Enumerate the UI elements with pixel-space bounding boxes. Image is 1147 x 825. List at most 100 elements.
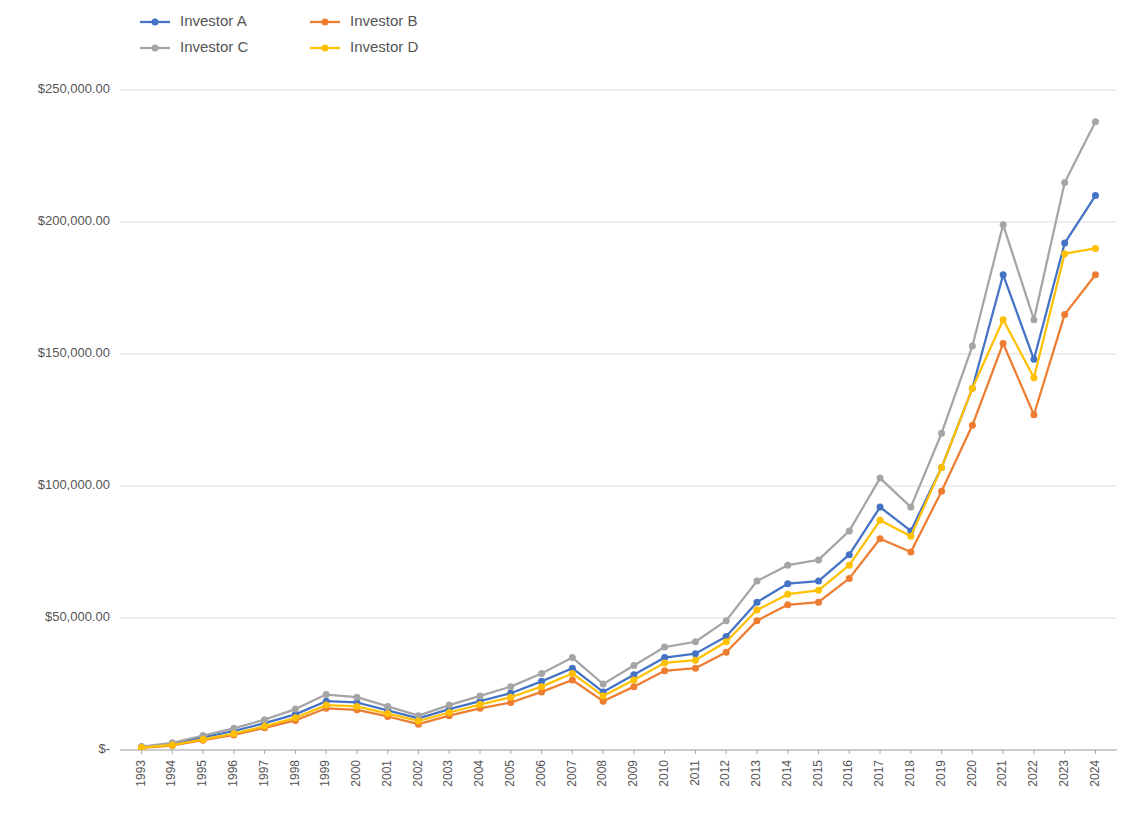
grid-line	[120, 222, 1117, 223]
chart: $-$50,000.00$100,000.00$150,000.00$200,0…	[0, 0, 1147, 825]
x-tick	[910, 750, 911, 754]
x-tick	[418, 750, 419, 754]
x-tick	[541, 750, 542, 754]
y-tick-label: $200,000.00	[38, 213, 110, 228]
x-tick-label: 2005	[503, 760, 517, 787]
legend-marker	[152, 19, 159, 26]
x-tick	[1033, 750, 1034, 754]
grid-line	[120, 750, 1117, 751]
series-marker	[753, 617, 760, 624]
series-marker	[415, 717, 422, 724]
series-marker	[292, 706, 299, 713]
series-marker	[384, 710, 391, 717]
series-marker	[538, 670, 545, 677]
x-tick-label: 2023	[1057, 760, 1071, 787]
x-tick-label: 2002	[411, 760, 425, 787]
series-marker	[1061, 250, 1068, 257]
x-tick-label: 1993	[134, 760, 148, 787]
series-marker	[630, 683, 637, 690]
series-marker	[969, 422, 976, 429]
x-tick	[326, 750, 327, 754]
x-tick-label: 2012	[718, 760, 732, 787]
x-tick-label: 2018	[903, 760, 917, 787]
series-marker	[969, 385, 976, 392]
y-tick-label: $150,000.00	[38, 345, 110, 360]
series-marker	[1092, 192, 1099, 199]
series-marker	[784, 601, 791, 608]
series-marker	[877, 475, 884, 482]
x-tick	[572, 750, 573, 754]
series-marker	[138, 744, 145, 750]
series-marker	[569, 670, 576, 677]
y-axis: $-$50,000.00$100,000.00$150,000.00$200,0…	[38, 81, 1117, 756]
series-marker	[230, 730, 237, 737]
series-marker	[661, 659, 668, 666]
series-marker	[846, 551, 853, 558]
series-marker	[1030, 356, 1037, 363]
series-marker	[907, 504, 914, 511]
series-marker	[1030, 411, 1037, 418]
x-tick-label: 1999	[318, 760, 332, 787]
legend-label: Investor B	[350, 12, 418, 29]
x-tick	[972, 750, 973, 754]
x-tick-label: 2006	[534, 760, 548, 787]
series-marker	[138, 744, 145, 750]
series-marker	[753, 607, 760, 614]
series-marker	[815, 556, 822, 563]
x-tick-label: 2022	[1026, 760, 1040, 787]
series-marker	[969, 385, 976, 392]
x-tick	[787, 750, 788, 754]
series-marker	[1061, 179, 1068, 186]
y-tick-label: $-	[98, 741, 110, 756]
x-tick	[172, 750, 173, 754]
grid-line	[120, 90, 1117, 91]
series-marker	[815, 587, 822, 594]
series-marker	[600, 681, 607, 688]
x-tick	[356, 750, 357, 754]
series-marker	[1030, 316, 1037, 323]
legend-marker	[152, 45, 159, 52]
legend-label: Investor D	[350, 38, 419, 55]
grid-line	[120, 618, 1117, 619]
series-marker	[1000, 316, 1007, 323]
series-marker	[169, 742, 176, 749]
series-marker	[261, 716, 268, 723]
x-tick	[941, 750, 942, 754]
x-tick-label: 1996	[226, 760, 240, 787]
series-marker	[938, 464, 945, 471]
series-marker	[1092, 118, 1099, 125]
series-line	[142, 248, 1096, 747]
x-tick-label: 2016	[841, 760, 855, 787]
series-marker	[538, 683, 545, 690]
y-tick-label: $250,000.00	[38, 81, 110, 96]
series-marker	[784, 562, 791, 569]
series-marker	[815, 599, 822, 606]
series-marker	[200, 737, 207, 744]
series-marker	[692, 665, 699, 672]
x-tick-label: 2017	[872, 760, 886, 787]
x-tick	[141, 750, 142, 754]
series-marker	[323, 702, 330, 709]
x-tick-label: 2000	[349, 760, 363, 787]
legend-label: Investor C	[180, 38, 249, 55]
series-marker	[815, 578, 822, 585]
series-marker	[784, 591, 791, 598]
x-tick	[818, 750, 819, 754]
x-tick	[449, 750, 450, 754]
y-tick-label: $50,000.00	[45, 609, 110, 624]
x-tick	[510, 750, 511, 754]
series-marker	[507, 683, 514, 690]
series-marker	[477, 692, 484, 699]
series-marker	[384, 703, 391, 710]
series-marker	[353, 694, 360, 701]
x-tick-label: 2013	[749, 760, 763, 787]
x-tick	[1095, 750, 1096, 754]
series-marker	[692, 650, 699, 657]
x-tick	[695, 750, 696, 754]
series-marker	[200, 736, 207, 743]
series-marker	[353, 703, 360, 710]
series-marker	[723, 649, 730, 656]
x-tick	[726, 750, 727, 754]
series-marker	[261, 723, 268, 730]
series-line	[142, 275, 1096, 748]
